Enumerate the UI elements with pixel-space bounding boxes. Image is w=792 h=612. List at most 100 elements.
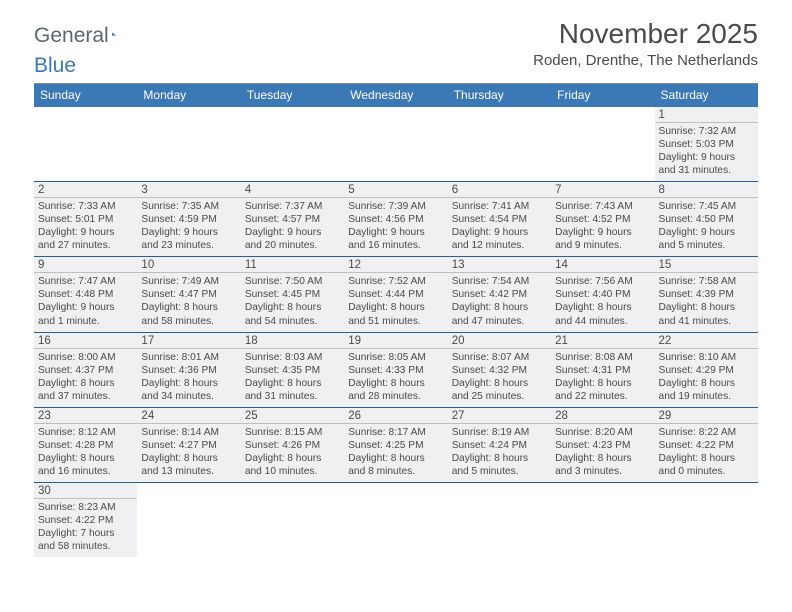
day-info: Sunrise: 7:43 AMSunset: 4:52 PMDaylight:… <box>555 200 650 252</box>
day-cell: 9Sunrise: 7:47 AMSunset: 4:48 PMDaylight… <box>34 257 137 331</box>
day-info: Sunrise: 7:47 AMSunset: 4:48 PMDaylight:… <box>38 275 133 327</box>
day-number: 12 <box>348 259 443 272</box>
daylight-text: Daylight: 8 hours and 10 minutes. <box>245 452 340 478</box>
sunset-text: Sunset: 4:28 PM <box>38 439 133 452</box>
day-number: 11 <box>245 259 340 272</box>
weekday-header: Friday <box>551 84 654 107</box>
day-number: 22 <box>659 335 754 348</box>
daylight-text: Daylight: 7 hours and 58 minutes. <box>38 527 133 553</box>
day-cell: 3 Sunrise: 7:35 AMSunset: 4:59 PMDaylight… <box>137 182 240 256</box>
day-number: 30 <box>38 485 133 498</box>
day-number: 29 <box>659 410 754 423</box>
day-info: Sunrise: 8:05 AMSunset: 4:33 PMDaylight:… <box>348 351 443 403</box>
sunset-text: Sunset: 4:54 PM <box>452 213 547 226</box>
sunset-text: Sunset: 4:36 PM <box>141 364 236 377</box>
sunset-text: Sunset: 4:42 PM <box>452 288 547 301</box>
day-separator <box>137 197 240 198</box>
sunrise-text: Sunrise: 7:54 AM <box>452 275 547 288</box>
day-info: Sunrise: 7:49 AMSunset: 4:47 PMDaylight:… <box>141 275 236 327</box>
sunset-text: Sunset: 4:25 PM <box>348 439 443 452</box>
day-cell: 11Sunrise: 7:50 AMSunset: 4:45 PMDayligh… <box>241 257 344 331</box>
weekday-header: Sunday <box>34 84 137 107</box>
day-number: 24 <box>141 410 236 423</box>
day-cell-empty <box>137 483 240 557</box>
weekday-header: Tuesday <box>241 84 344 107</box>
day-number: 25 <box>245 410 340 423</box>
sunset-text: Sunset: 4:56 PM <box>348 213 443 226</box>
sunrise-text: Sunrise: 8:20 AM <box>555 426 650 439</box>
sunrise-text: Sunrise: 7:45 AM <box>659 200 754 213</box>
day-info: Sunrise: 8:08 AMSunset: 4:31 PMDaylight:… <box>555 351 650 403</box>
day-info: Sunrise: 8:19 AMSunset: 4:24 PMDaylight:… <box>452 426 547 478</box>
sunset-text: Sunset: 4:32 PM <box>452 364 547 377</box>
sunrise-text: Sunrise: 7:35 AM <box>141 200 236 213</box>
weekday-header: Saturday <box>655 84 758 107</box>
day-cell-empty <box>241 483 344 557</box>
day-info: Sunrise: 7:35 AMSunset: 4:59 PMDaylight:… <box>141 200 236 252</box>
day-separator <box>448 272 551 273</box>
day-number: 1 <box>659 109 754 122</box>
day-cell: 4Sunrise: 7:37 AMSunset: 4:57 PMDaylight… <box>241 182 344 256</box>
sunrise-text: Sunrise: 8:23 AM <box>38 501 133 514</box>
sunrise-text: Sunrise: 7:33 AM <box>38 200 133 213</box>
sunset-text: Sunset: 4:35 PM <box>245 364 340 377</box>
month-title: November 2025 <box>533 18 758 50</box>
sunset-text: Sunset: 4:27 PM <box>141 439 236 452</box>
day-info: Sunrise: 7:54 AMSunset: 4:42 PMDaylight:… <box>452 275 547 327</box>
week-row: 16Sunrise: 8:00 AMSunset: 4:37 PMDayligh… <box>34 333 758 408</box>
daylight-text: Daylight: 8 hours and 47 minutes. <box>452 301 547 327</box>
day-cell: 1 Sunrise: 7:32 AMSunset: 5:03 PMDaylight… <box>655 107 758 181</box>
day-info: Sunrise: 8:14 AMSunset: 4:27 PMDaylight:… <box>141 426 236 478</box>
daylight-text: Daylight: 8 hours and 5 minutes. <box>452 452 547 478</box>
day-number: 6 <box>452 184 547 197</box>
daylight-text: Daylight: 8 hours and 37 minutes. <box>38 377 133 403</box>
sunrise-text: Sunrise: 7:37 AM <box>245 200 340 213</box>
day-separator <box>344 423 447 424</box>
day-info: Sunrise: 7:58 AMSunset: 4:39 PMDaylight:… <box>659 275 754 327</box>
weekday-header: Monday <box>137 84 240 107</box>
day-info: Sunrise: 7:52 AMSunset: 4:44 PMDaylight:… <box>348 275 443 327</box>
daylight-text: Daylight: 8 hours and 51 minutes. <box>348 301 443 327</box>
day-info: Sunrise: 7:33 AMSunset: 5:01 PMDaylight:… <box>38 200 133 252</box>
day-info: Sunrise: 8:15 AMSunset: 4:26 PMDaylight:… <box>245 426 340 478</box>
day-separator <box>448 348 551 349</box>
day-separator <box>448 423 551 424</box>
day-cell: 15Sunrise: 7:58 AMSunset: 4:39 PMDayligh… <box>655 257 758 331</box>
sunrise-text: Sunrise: 8:07 AM <box>452 351 547 364</box>
day-info: Sunrise: 8:17 AMSunset: 4:25 PMDaylight:… <box>348 426 443 478</box>
week-row: 9Sunrise: 7:47 AMSunset: 4:48 PMDaylight… <box>34 257 758 332</box>
day-separator <box>34 272 137 273</box>
sunrise-text: Sunrise: 7:41 AM <box>452 200 547 213</box>
sunset-text: Sunset: 4:57 PM <box>245 213 340 226</box>
day-info: Sunrise: 7:32 AMSunset: 5:03 PMDaylight:… <box>659 125 754 177</box>
sunset-text: Sunset: 4:50 PM <box>659 213 754 226</box>
day-separator <box>551 272 654 273</box>
day-cell-empty <box>655 483 758 557</box>
day-number: 23 <box>38 410 133 423</box>
sunset-text: Sunset: 4:22 PM <box>38 514 133 527</box>
sunrise-text: Sunrise: 8:22 AM <box>659 426 754 439</box>
day-separator <box>655 272 758 273</box>
day-number: 13 <box>452 259 547 272</box>
daylight-text: Daylight: 8 hours and 44 minutes. <box>555 301 650 327</box>
day-info: Sunrise: 8:20 AMSunset: 4:23 PMDaylight:… <box>555 426 650 478</box>
day-separator <box>655 122 758 123</box>
logo-flag-icon <box>112 26 117 42</box>
day-separator <box>241 197 344 198</box>
day-cell-empty <box>448 107 551 181</box>
logo-text-1: General <box>34 24 109 48</box>
day-number: 3 <box>141 184 236 197</box>
sunrise-text: Sunrise: 7:58 AM <box>659 275 754 288</box>
logo-text-2: Blue <box>34 54 76 78</box>
day-separator <box>655 348 758 349</box>
day-cell-empty <box>241 107 344 181</box>
day-cell: 28Sunrise: 8:20 AMSunset: 4:23 PMDayligh… <box>551 408 654 482</box>
day-separator <box>655 197 758 198</box>
daylight-text: Daylight: 8 hours and 13 minutes. <box>141 452 236 478</box>
day-cell-empty <box>344 107 447 181</box>
daylight-text: Daylight: 8 hours and 22 minutes. <box>555 377 650 403</box>
day-number: 21 <box>555 335 650 348</box>
day-cell: 20Sunrise: 8:07 AMSunset: 4:32 PMDayligh… <box>448 333 551 407</box>
daylight-text: Daylight: 8 hours and 16 minutes. <box>38 452 133 478</box>
sunset-text: Sunset: 4:52 PM <box>555 213 650 226</box>
